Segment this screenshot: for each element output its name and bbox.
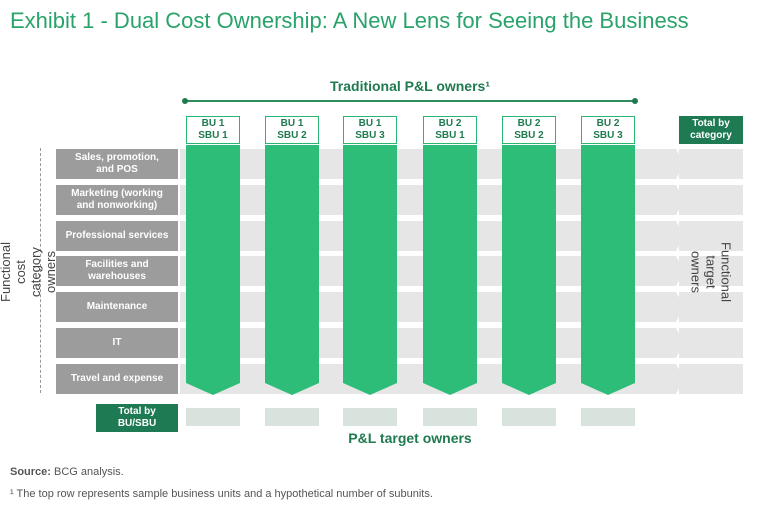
category-label: Professional services: [56, 221, 178, 251]
source-label: Source:: [10, 466, 51, 478]
bu-column-arrow: [423, 145, 477, 395]
top-span-dot-right: [632, 98, 638, 104]
category-label: Sales, promotion, and POS: [56, 149, 178, 179]
left-bracket-line: [40, 148, 42, 393]
bu-column-arrow: [581, 145, 635, 395]
bu-column-arrow-shape: [265, 145, 319, 395]
pl-target-owners-label: P&L target owners: [348, 430, 472, 446]
category-label: Maintenance: [56, 292, 178, 322]
top-span-line: [185, 100, 635, 102]
total-by-category-cell: [679, 328, 743, 358]
bu-column-header: BU 1 SBU 1: [186, 116, 240, 144]
bu-column-arrow: [265, 145, 319, 395]
footnote: ¹ The top row represents sample business…: [10, 488, 433, 500]
category-label: Marketing (working and nonworking): [56, 185, 178, 215]
total-by-category-header: Total by category: [679, 116, 743, 144]
bu-column-arrow: [502, 145, 556, 395]
right-axis-text: Functional target owners: [688, 242, 734, 302]
bu-column-arrow-shape: [502, 145, 556, 395]
left-axis-text: Functional cost category owners: [0, 242, 58, 302]
total-by-bu-cell: [423, 408, 477, 426]
bu-column-arrow-shape: [423, 145, 477, 395]
bu-column-header: BU 1 SBU 3: [343, 116, 397, 144]
category-label: Travel and expense: [56, 364, 178, 394]
bu-column-arrow-shape: [581, 145, 635, 395]
bu-column-header: BU 2 SBU 2: [502, 116, 556, 144]
total-by-category-cell: [679, 149, 743, 179]
bu-column-arrow-shape: [343, 145, 397, 395]
category-label: Facilities and warehouses: [56, 256, 178, 286]
bu-column-header: BU 1 SBU 2: [265, 116, 319, 144]
category-label: IT: [56, 328, 178, 358]
bu-column-arrow: [186, 145, 240, 395]
source-note: Source: BCG analysis.: [10, 466, 124, 478]
bu-column-header: BU 2 SBU 1: [423, 116, 477, 144]
total-by-category-cell: [679, 256, 743, 286]
total-by-category-cell: [679, 292, 743, 322]
total-by-category-cell: [679, 221, 743, 251]
total-by-category-cell: [679, 185, 743, 215]
total-by-bu-cell: [502, 408, 556, 426]
total-by-bu-cell: [581, 408, 635, 426]
bu-column-arrow: [343, 145, 397, 395]
bu-column-arrow-shape: [186, 145, 240, 395]
total-by-bu-cell: [265, 408, 319, 426]
total-by-bu-sbu-box: Total by BU/SBU: [96, 404, 178, 432]
total-by-bu-cell: [186, 408, 240, 426]
traditional-pl-owners-label: Traditional P&L owners¹: [330, 78, 490, 94]
total-by-category-cell: [679, 364, 743, 394]
page-title: Exhibit 1 - Dual Cost Ownership: A New L…: [10, 8, 689, 33]
total-by-bu-cell: [343, 408, 397, 426]
source-text: BCG analysis.: [50, 466, 124, 478]
bu-column-header: BU 2 SBU 3: [581, 116, 635, 144]
top-span-dot-left: [182, 98, 188, 104]
